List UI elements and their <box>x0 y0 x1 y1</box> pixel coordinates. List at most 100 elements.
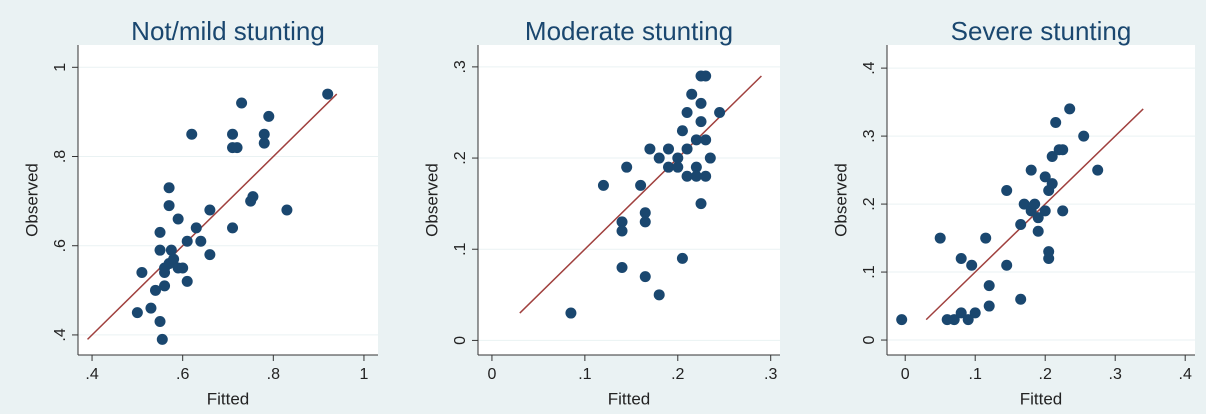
plot-area <box>78 45 378 355</box>
point <box>653 152 665 164</box>
point <box>1057 205 1069 217</box>
fit-line <box>86 93 338 340</box>
point <box>653 289 665 301</box>
x-tick-label: .4 <box>1179 366 1192 383</box>
x-tick-label: .1 <box>969 366 982 383</box>
point <box>186 128 198 140</box>
x-tick-label: .3 <box>1109 366 1122 383</box>
point <box>1018 198 1030 210</box>
point <box>1064 103 1076 115</box>
y-axis-label: Observed <box>22 163 41 237</box>
point <box>190 222 202 234</box>
point <box>281 204 293 216</box>
point <box>204 249 216 261</box>
point <box>681 106 693 118</box>
point <box>639 216 651 228</box>
point <box>681 170 693 182</box>
point <box>1029 198 1041 210</box>
x-tick-label: .6 <box>176 366 189 383</box>
y-tick-label: .2 <box>452 151 469 164</box>
point <box>159 280 171 292</box>
point <box>966 259 978 271</box>
point <box>247 191 259 203</box>
point <box>156 333 168 345</box>
point <box>131 307 143 319</box>
point <box>695 198 707 210</box>
point <box>195 235 207 247</box>
point <box>690 134 702 146</box>
point <box>149 284 161 296</box>
point <box>236 97 248 109</box>
point <box>704 152 716 164</box>
point <box>597 179 609 191</box>
x-tick-label: .2 <box>671 366 684 383</box>
x-tick-label: .4 <box>85 366 98 383</box>
y-tick-label: .1 <box>452 242 469 255</box>
point <box>690 161 702 173</box>
point <box>983 300 995 312</box>
y-tick-label: .3 <box>861 129 878 142</box>
x-axis-label: Fitted <box>1020 389 1063 408</box>
point <box>1043 246 1055 258</box>
point <box>154 226 166 238</box>
point <box>1015 218 1027 230</box>
point <box>165 244 177 256</box>
point <box>714 106 726 118</box>
point <box>1039 171 1051 183</box>
y-axis-label: Observed <box>422 163 441 237</box>
point <box>322 88 334 100</box>
point <box>258 137 270 149</box>
x-tick-label: 0 <box>487 366 496 383</box>
y-tick-label: 0 <box>452 336 469 345</box>
point <box>681 143 693 155</box>
point <box>948 314 960 326</box>
point <box>263 110 275 122</box>
point <box>1046 178 1058 190</box>
point <box>980 232 992 244</box>
point <box>1046 150 1058 162</box>
point <box>983 280 995 292</box>
point <box>181 235 193 247</box>
point <box>565 307 577 319</box>
point <box>168 253 180 265</box>
point <box>204 204 216 216</box>
point <box>955 307 967 319</box>
y-tick-label: .8 <box>52 150 69 163</box>
point <box>969 307 981 319</box>
x-tick-label: 0 <box>901 366 910 383</box>
point <box>163 200 175 212</box>
y-tick-label: .6 <box>52 239 69 252</box>
plot-area <box>478 45 780 355</box>
point <box>962 314 974 326</box>
point <box>662 143 674 155</box>
point <box>672 161 684 173</box>
x-tick-label: .1 <box>578 366 591 383</box>
x-tick-label: .2 <box>1039 366 1052 383</box>
chart-title: Not/mild stunting <box>131 16 325 46</box>
point <box>154 244 166 256</box>
point <box>1032 212 1044 224</box>
point <box>172 213 184 225</box>
y-tick-label: .3 <box>452 60 469 73</box>
point <box>258 128 270 140</box>
point <box>700 170 712 182</box>
point <box>616 216 628 228</box>
point <box>676 252 688 264</box>
point <box>616 225 628 237</box>
point <box>154 316 166 328</box>
point <box>181 275 193 287</box>
point <box>227 128 239 140</box>
point <box>1039 205 1051 217</box>
point <box>662 161 674 173</box>
point <box>635 179 647 191</box>
point <box>934 232 946 244</box>
point <box>1032 225 1044 237</box>
point <box>163 182 175 194</box>
point <box>231 142 243 154</box>
point <box>695 97 707 109</box>
x-axis-label: Fitted <box>608 389 651 408</box>
plot-area <box>887 45 1195 355</box>
point <box>700 134 712 146</box>
point <box>1001 184 1013 196</box>
